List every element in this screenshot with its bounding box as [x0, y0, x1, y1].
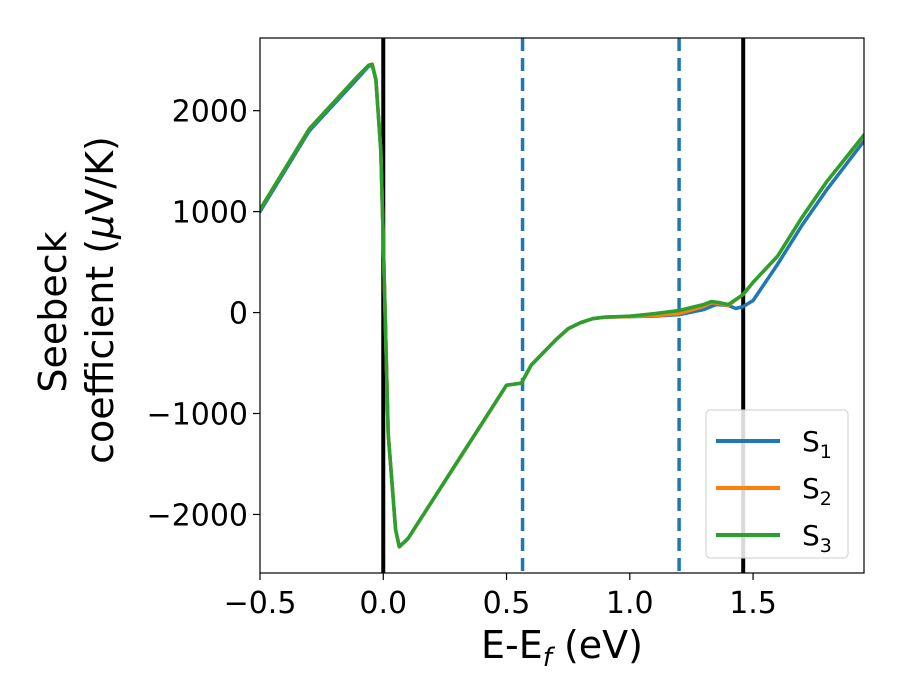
x-tick-label: 1.5: [729, 586, 777, 621]
x-axis-label: E-Ef (eV): [481, 623, 643, 673]
plot-frame: [259, 37, 865, 574]
y-tick-label: −1000: [147, 398, 248, 433]
x-tick-label: 0.5: [483, 586, 531, 621]
legend-box: [705, 409, 849, 559]
y-tick-label: 1000: [172, 196, 248, 231]
legend: S1 S2 S3: [705, 409, 849, 559]
y-tick-label: −2000: [147, 498, 248, 533]
legend-label-S2: S2: [802, 472, 832, 510]
x-tick-label: 0.0: [359, 586, 407, 621]
x-tick-label: −0.5: [224, 586, 297, 621]
y-axis-label-line2: coefficient (μV/K): [78, 136, 122, 464]
y-axis-label-line1: Seebeck: [31, 231, 75, 392]
y-tick-label: 0: [229, 297, 248, 332]
x-axis-ticks: −0.5 0.0 0.5 1.0 1.5: [224, 573, 777, 621]
legend-label-S3: S3: [802, 519, 832, 557]
series-lines: [260, 62, 864, 549]
x-tick-label: 1.0: [606, 586, 654, 621]
legend-label-S1: S1: [802, 425, 832, 463]
y-axis-ticks: −2000 −1000 0 1000 2000: [147, 95, 260, 533]
y-tick-label: 2000: [172, 95, 248, 130]
series-line-S3: [260, 62, 864, 549]
